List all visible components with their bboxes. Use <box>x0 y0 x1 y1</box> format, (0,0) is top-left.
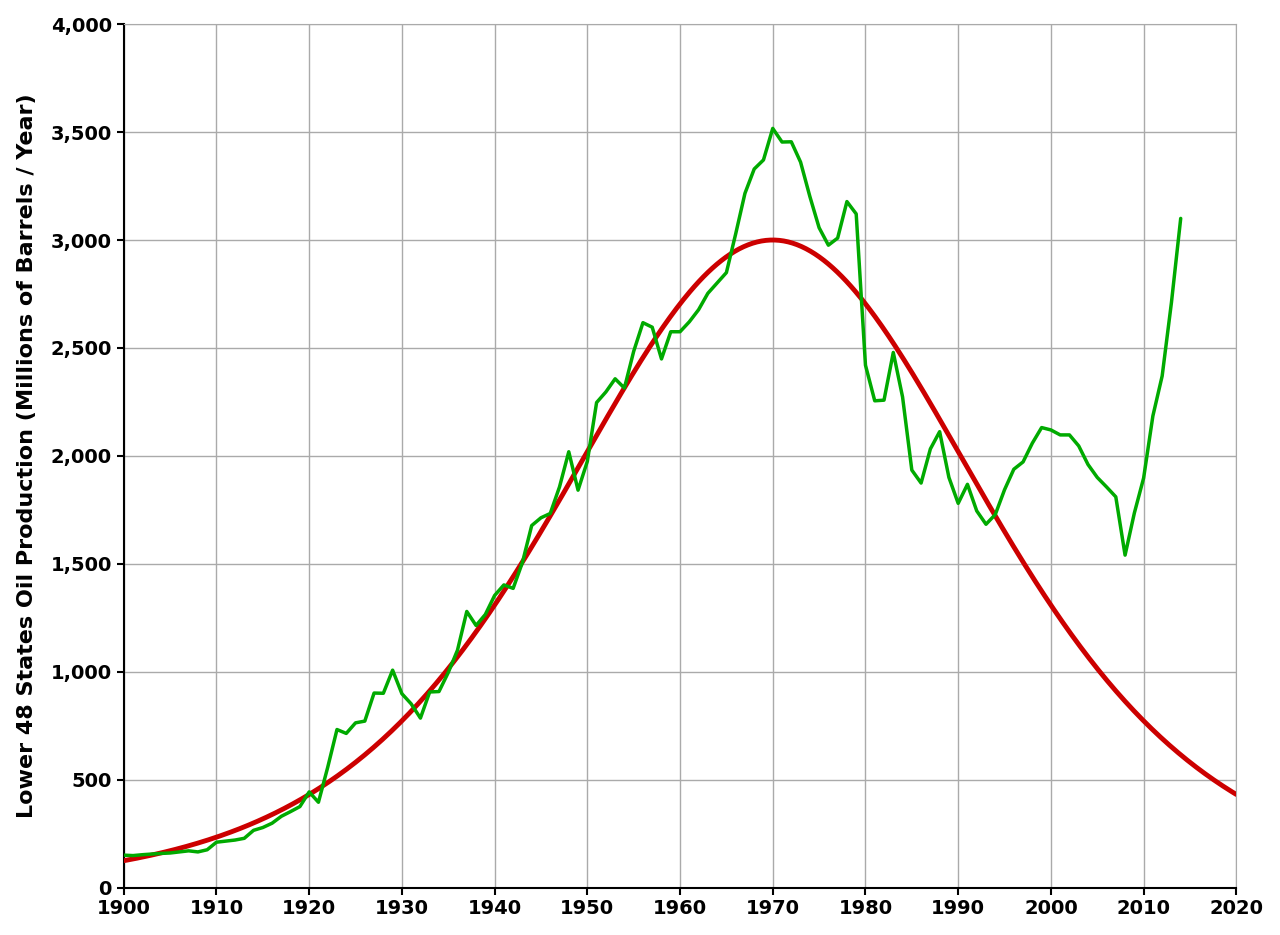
Y-axis label: Lower 48 States Oil Production (Millions of Barrels / Year): Lower 48 States Oil Production (Millions… <box>17 94 37 818</box>
